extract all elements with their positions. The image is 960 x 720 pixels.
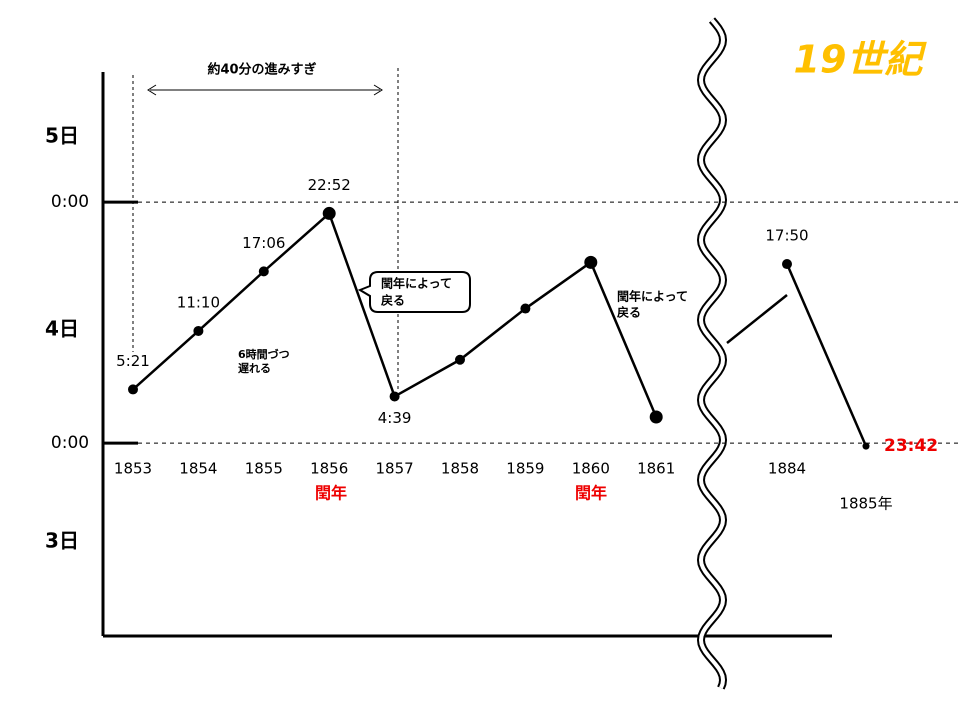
annotation: 6時間づつ: [238, 347, 290, 361]
callout: [357, 271, 471, 313]
leap-year-label: 閏年: [575, 484, 607, 503]
x-tick-label: 1860: [572, 460, 610, 478]
annotation: 閏年によって: [617, 289, 688, 304]
point: [782, 259, 792, 270]
x-tick-label: 1861: [637, 460, 675, 478]
line: [785, 263, 868, 447]
point: [193, 325, 204, 336]
value-label: 4:39: [378, 409, 412, 427]
value-label: 17:50: [765, 227, 808, 245]
point: [584, 255, 598, 269]
point: [389, 391, 400, 402]
y-tick-label: 0:00: [51, 192, 89, 212]
leap-year-label: 閏年: [315, 484, 347, 503]
x-tick-label: 1857: [376, 460, 414, 478]
y-tick-label: 0:00: [51, 433, 89, 453]
point: [520, 303, 531, 314]
point: [649, 410, 663, 424]
annotation: 戻る: [381, 293, 405, 308]
x-tick-label: 1858: [441, 460, 479, 478]
x-tick-label: 1885年: [839, 495, 892, 513]
chart-title: 19世紀: [794, 38, 928, 82]
x-tick-label: 1855: [245, 460, 283, 478]
annotation: 戻る: [617, 305, 641, 320]
wave-inner: [698, 18, 726, 689]
point: [862, 442, 870, 450]
point: [322, 206, 336, 220]
x-tick-label: 1854: [179, 460, 217, 478]
x-tick-label: 1884: [768, 460, 806, 478]
x-tick-label: 1859: [506, 460, 544, 478]
value-label: 17:06: [242, 234, 285, 252]
value-label: 23:42: [884, 436, 938, 456]
value-label: 22:52: [308, 176, 351, 194]
axis-break: [696, 17, 728, 690]
point: [258, 266, 269, 277]
x-tick-label: 1853: [114, 460, 152, 478]
day-label: 3日: [45, 529, 79, 553]
annotation: 約40分の進みすぎ: [207, 62, 316, 78]
day-label: 5日: [45, 124, 79, 148]
point: [455, 354, 465, 365]
point: [128, 384, 138, 395]
arrow-heads: [147, 84, 383, 96]
line-stub: [726, 294, 788, 344]
value-label: 11:10: [177, 293, 220, 311]
line: [132, 211, 658, 418]
x-tick-label: 1856: [310, 460, 348, 478]
annotation: 遅れる: [238, 362, 271, 375]
value-label: 5:21: [116, 352, 150, 370]
annotation: 閏年によって: [381, 276, 452, 291]
day-label: 4日: [45, 317, 79, 341]
